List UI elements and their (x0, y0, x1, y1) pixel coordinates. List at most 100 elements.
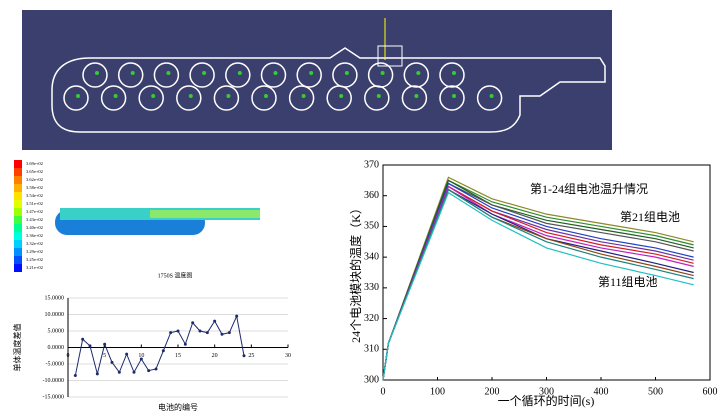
cell-dot (344, 71, 349, 75)
colorbar-cell (14, 200, 22, 208)
cell (82, 62, 108, 88)
x-tick-label: 400 (594, 386, 609, 397)
cell (288, 85, 315, 111)
point (95, 372, 99, 376)
cell-dot (380, 71, 385, 75)
cell-dot (301, 94, 306, 98)
point (132, 370, 136, 374)
y-tick-label: 15.0000 (45, 295, 65, 301)
colorbar-label: 3.58e+02 (26, 185, 43, 190)
cell-dot (95, 71, 99, 75)
cell-dot (226, 94, 231, 98)
x-tick-label: 20 (212, 353, 218, 359)
x-tick-label: 15 (175, 353, 181, 359)
cell (189, 62, 215, 88)
cell (153, 62, 180, 88)
cell-dot (166, 71, 171, 75)
cell-dot (113, 94, 118, 98)
y-tick-label: 340 (364, 251, 379, 262)
point (110, 360, 114, 364)
colorbar-cell (14, 264, 22, 272)
x-tick-label: 600 (703, 386, 718, 397)
cell-dot (130, 71, 135, 75)
cad-panel (22, 10, 612, 150)
cell (251, 85, 277, 111)
cad-cells (63, 62, 503, 111)
annotation: 第11组电池 (598, 275, 658, 289)
point (169, 331, 173, 335)
cell-dot (452, 71, 456, 75)
cad-outline (51, 47, 606, 133)
colorbar-cell (14, 248, 22, 256)
annotation: 第21组电池 (620, 210, 680, 224)
point (125, 352, 129, 356)
y-axis-label: 24个电池模块的温度（K） (348, 202, 363, 343)
colorbar-cell (14, 216, 22, 224)
x-tick-label: 25 (248, 353, 254, 359)
cell-dot (452, 94, 456, 98)
plot-frame (382, 164, 711, 381)
cell-dot (151, 94, 156, 98)
contour-caption: 1750S 温度图 (158, 271, 193, 279)
cell (260, 62, 287, 88)
point (161, 349, 165, 353)
colorbar-cell (14, 240, 22, 248)
cell-dot (414, 94, 419, 98)
cell-dot (237, 71, 242, 75)
colorbar-cell (14, 256, 22, 264)
x-tick-label: 300 (539, 386, 554, 397)
cell (403, 62, 430, 88)
point (198, 329, 202, 333)
cell-dot (416, 71, 421, 75)
cell (401, 85, 428, 111)
annotation: 第1-24组电池温升情况 (530, 182, 648, 196)
cell (476, 85, 503, 111)
cell (225, 62, 251, 88)
colorbar-label: 3.40e+02 (26, 225, 43, 230)
y-tick-label: -5.0000 (46, 361, 65, 367)
point (235, 314, 239, 318)
x-tick-label: 5 (103, 353, 106, 359)
y-tick-label: 10.0000 (45, 312, 65, 318)
y-axis-label: 单体温度差值 (12, 324, 22, 372)
y-tick-label: 370 (364, 159, 379, 170)
colorbar-cell (14, 224, 22, 232)
x-tick-label: 500 (648, 386, 663, 397)
point (154, 367, 158, 371)
colorbar-label: 3.32e+02 (26, 241, 43, 246)
y-tick-label: 360 (364, 190, 379, 201)
colorbar-label: 3.47e+02 (26, 209, 43, 214)
x-tick-label: 100 (430, 386, 445, 397)
cell (117, 62, 144, 88)
cell-dot (76, 94, 80, 98)
cell (326, 85, 352, 111)
y-tick-label: 5.0000 (48, 328, 65, 334)
point (242, 354, 246, 358)
series-line (74, 314, 245, 376)
cell-dot (188, 94, 193, 98)
cell-dot (309, 71, 314, 75)
point (205, 331, 209, 335)
cell (176, 85, 202, 111)
cad-box (377, 45, 403, 67)
y-tick-label: -10.0000 (43, 378, 65, 384)
y-tick-label: 310 (364, 344, 379, 355)
colorbar-label: 3.51e+02 (26, 201, 43, 206)
cell (63, 85, 89, 111)
cell (364, 85, 390, 111)
point (176, 329, 180, 333)
colorbar-cell (14, 208, 22, 216)
x-tick-label: 10 (138, 353, 144, 359)
point (117, 370, 121, 374)
y-tick-label: -15.0000 (43, 394, 65, 400)
x-axis-label: 电池的编号 (158, 402, 198, 412)
colorbar-cell (14, 176, 22, 184)
colorbar-label: 3.43e+02 (26, 217, 43, 222)
cell-dot (339, 94, 344, 98)
x-tick-label: 200 (485, 386, 500, 397)
x-tick-label: 30 (285, 353, 291, 359)
point (88, 344, 92, 348)
cell-dot (376, 94, 381, 98)
colorbar-cell (14, 192, 22, 200)
